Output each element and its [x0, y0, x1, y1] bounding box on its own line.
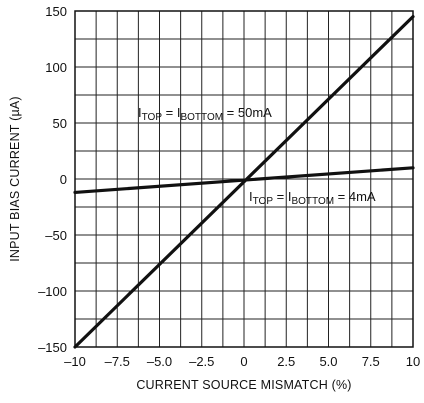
x-tick-label: 10	[406, 354, 420, 369]
x-tick-label: 2.5	[277, 354, 295, 369]
y-tick-label: 150	[45, 4, 67, 19]
series-label-50ma-sub2: BOTTOM	[180, 112, 223, 123]
series-label-4ma-sub2: BOTTOM	[291, 196, 334, 207]
series-label-50ma-val: = 50mA	[223, 105, 272, 120]
series-label-50ma: ITOP = IBOTTOM = 50mA	[138, 105, 272, 123]
x-tick-label: –2.5	[189, 354, 214, 369]
y-axis-label: INPUT BIAS CURRENT (µA)	[8, 96, 22, 262]
x-tick-label: 0	[240, 354, 247, 369]
x-tick-label: 5.0	[319, 354, 337, 369]
y-tick-label: –50	[45, 228, 67, 243]
series-label-50ma-sub1: TOP	[142, 112, 163, 123]
y-tick-label: 100	[45, 60, 67, 75]
x-tick-labels: –10 –7.5 –5.0 –2.5 0 2.5 5.0 7.5 10	[64, 354, 420, 369]
series-label-4ma-eq: = I	[273, 189, 291, 204]
y-tick-label: –100	[38, 284, 67, 299]
x-tick-label: –10	[64, 354, 86, 369]
y-tick-label: –150	[38, 340, 67, 355]
series-label-4ma-sub1: TOP	[253, 196, 274, 207]
y-tick-labels: 150 100 50 0 –50 –100 –150	[38, 4, 67, 355]
x-tick-label: –5.0	[147, 354, 172, 369]
series-label-4ma-val: = 4mA	[334, 189, 376, 204]
series-label-4ma: ITOP = IBOTTOM = 4mA	[249, 189, 376, 207]
y-tick-label: 50	[53, 116, 67, 131]
series-label-50ma-eq: = I	[162, 105, 180, 120]
x-tick-label: 7.5	[362, 354, 380, 369]
x-tick-label: –7.5	[105, 354, 130, 369]
y-tick-label: 0	[60, 172, 67, 187]
x-axis-label: CURRENT SOURCE MISMATCH (%)	[136, 378, 351, 392]
